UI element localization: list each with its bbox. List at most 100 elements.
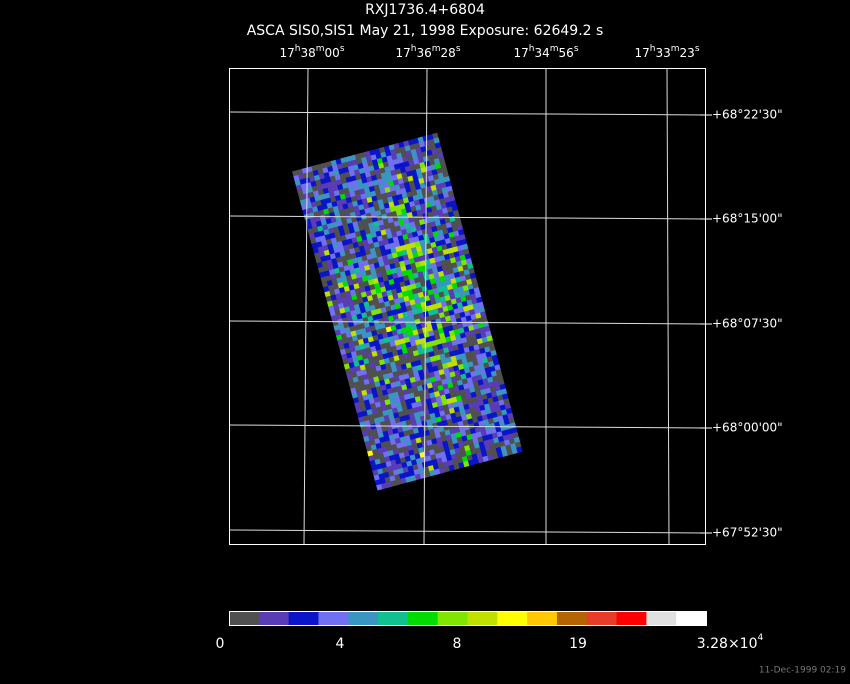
image-pixel [423,197,430,204]
image-pixel [384,264,392,271]
image-pixel [384,476,392,484]
ra-label-part: 36 [416,46,431,60]
image-pixel [320,198,327,206]
image-pixel [460,451,467,458]
image-pixel [388,221,396,229]
image-pixel [451,303,459,310]
dec-grid-line [228,424,707,429]
image-pixel [385,170,392,178]
image-pixel [434,199,441,206]
image-pixel [307,171,315,178]
image-pixel [351,159,358,166]
image-pixel [345,331,353,339]
image-pixel [366,331,373,338]
image-pixel [436,302,443,309]
image-pixel [322,187,330,195]
image-pixel [434,297,442,304]
image-pixel [409,474,417,482]
image-pixel [373,339,381,347]
image-pixel [425,455,432,462]
image-pixel [356,313,363,320]
image-pixel [423,217,431,225]
image-pixel [382,409,389,417]
image-pixel [480,430,488,437]
image-pixel [425,398,433,405]
image-pixel [378,317,385,325]
image-pixel [418,312,425,319]
image-pixel [316,184,324,191]
image-pixel [447,345,455,353]
image-pixel [346,352,353,359]
image-pixel [448,464,456,472]
image-pixel [444,196,451,204]
image-pixel [433,292,441,300]
image-pixel [414,163,421,170]
image-pixel [477,436,484,443]
image-pixel [429,200,437,208]
image-pixel [361,198,369,205]
image-pixel [333,324,340,332]
image-pixel [442,305,449,313]
image-pixel [422,192,429,199]
image-pixel [425,434,432,442]
image-pixel [487,340,495,347]
image-pixel [377,178,384,185]
image-pixel [396,250,403,258]
image-pixel [346,217,353,225]
image-pixel [366,253,373,261]
image-pixel [342,337,349,345]
image-pixel [380,229,387,236]
image-pixel [330,314,338,322]
image-pixel [437,307,444,314]
image-pixel [453,406,461,413]
colorbar-segment [527,611,558,625]
image-pixel [375,251,383,258]
image-pixel [394,396,401,403]
image-pixel [383,435,391,442]
image-pixel [433,349,440,357]
image-pixel [428,216,436,223]
image-pixel [459,409,467,417]
image-pixel [450,433,457,440]
image-pixel [417,348,425,356]
image-pixel [404,300,412,307]
image-pixel [472,282,479,289]
image-pixel [436,379,443,387]
image-pixel [358,245,366,252]
image-pixel [377,354,385,361]
image-pixel [449,391,457,399]
image-pixel [444,429,451,437]
image-pixel [406,367,414,374]
image-pixel [379,265,387,273]
image-pixel [446,418,454,426]
image-pixel [446,454,453,462]
image-pixel [411,231,419,238]
image-pixel [409,376,417,384]
image-pixel [340,333,348,340]
image-pixel [401,192,409,200]
image-pixel [363,264,371,272]
image-pixel [406,170,413,178]
image-pixel [452,287,460,294]
image-pixel [356,256,364,263]
image-pixel [330,237,338,244]
image-pixel [306,186,314,194]
image-pixel [494,385,502,392]
image-pixel [417,172,424,180]
image-pixel [374,189,382,196]
image-pixel [417,193,424,200]
image-pixel [377,411,384,418]
image-pixel [396,307,403,315]
image-pixel [459,389,466,396]
image-pixel [396,349,404,356]
image-pixel [313,231,321,239]
image-pixel [431,246,439,254]
image-pixel [465,449,472,457]
image-pixel [382,451,390,458]
image-pixel [454,292,461,299]
image-pixel [451,205,459,212]
image-pixel [311,185,319,193]
image-pixel [508,417,515,425]
image-pixel [456,415,463,423]
image-pixel [391,386,398,394]
